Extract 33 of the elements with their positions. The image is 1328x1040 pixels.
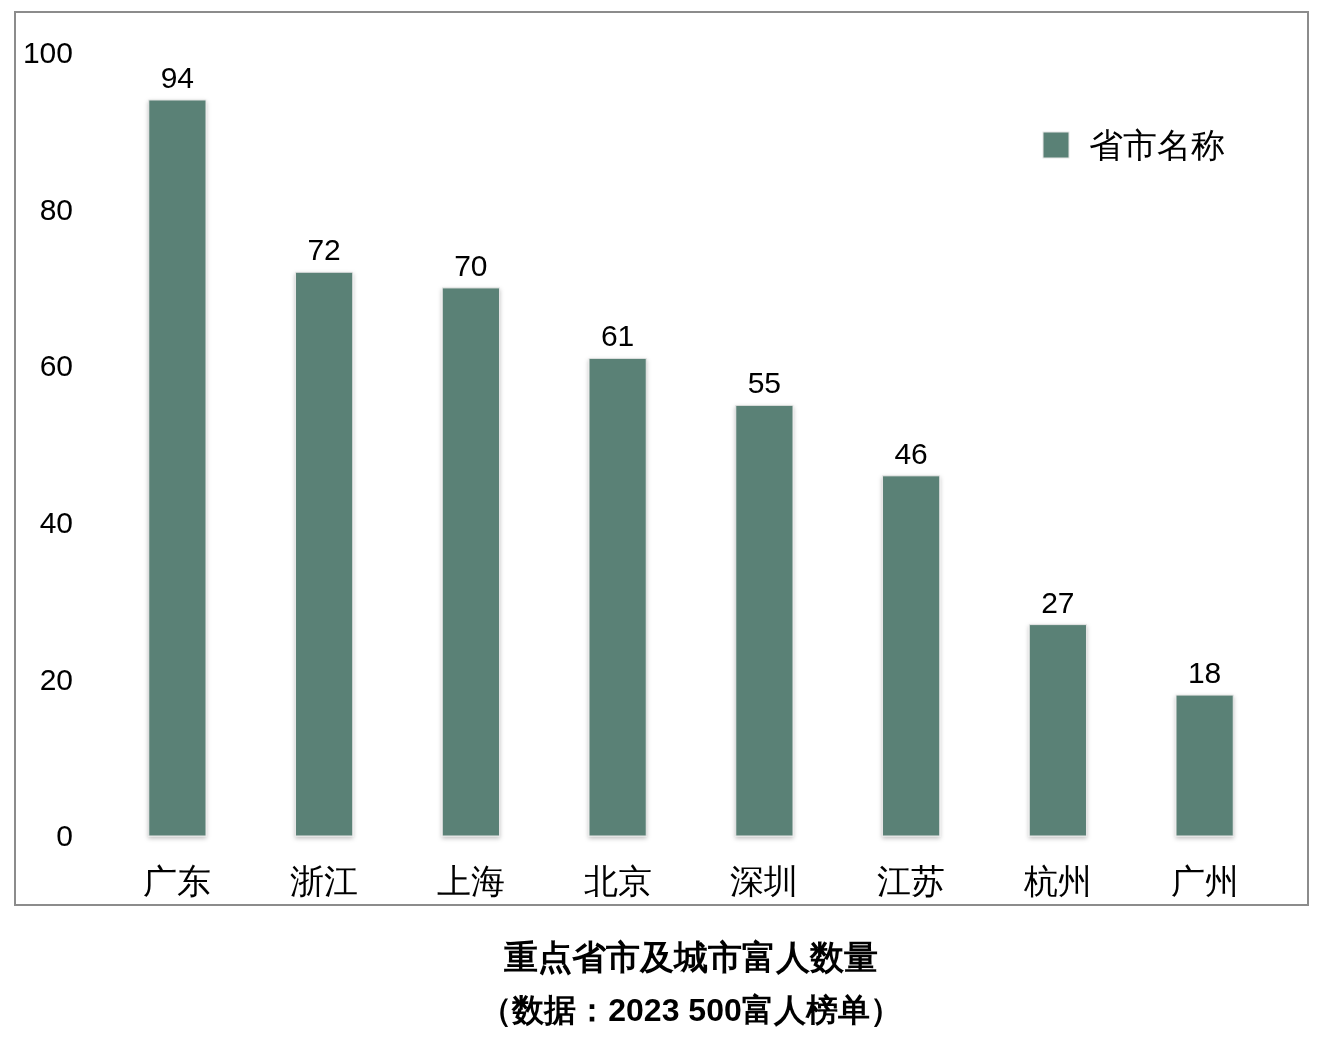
x-tick-label: 浙江	[290, 862, 359, 900]
bar	[295, 271, 354, 837]
y-tick-label: 20	[39, 662, 73, 696]
data-label: 94	[160, 60, 195, 94]
x-tick-label: 上海	[436, 862, 505, 900]
data-label: 27	[1041, 585, 1075, 619]
bar	[882, 475, 941, 837]
bar	[735, 404, 794, 837]
data-label: 18	[1187, 656, 1222, 690]
x-tick-label: 广州	[1170, 862, 1239, 900]
data-label: 70	[454, 248, 488, 282]
data-label: 46	[894, 436, 928, 470]
y-tick-label: 40	[39, 505, 73, 539]
data-label: 61	[600, 319, 635, 353]
text: （数据：2023 500富人榜单）	[480, 992, 902, 1028]
text: 重点省市及城市富人数量	[504, 938, 878, 976]
y-tick-label: 60	[39, 349, 73, 383]
data-label: 55	[747, 366, 782, 400]
bar	[1028, 624, 1087, 837]
legend-label: 省市名称	[1089, 126, 1225, 164]
bar	[441, 287, 500, 837]
x-tick-label: 北京	[583, 862, 652, 900]
y-tick-label: 0	[56, 819, 73, 853]
y-tick-label: 80	[39, 192, 73, 226]
x-tick-label: 江苏	[877, 862, 946, 900]
bar	[588, 357, 647, 837]
y-tick-label: 100	[22, 36, 73, 70]
x-tick-label: 广东	[143, 862, 212, 900]
x-tick-label: 杭州	[1022, 862, 1092, 900]
bar	[148, 99, 207, 837]
x-tick-label: 深圳	[730, 862, 799, 900]
data-label: 72	[307, 233, 341, 267]
bar	[1175, 694, 1234, 837]
